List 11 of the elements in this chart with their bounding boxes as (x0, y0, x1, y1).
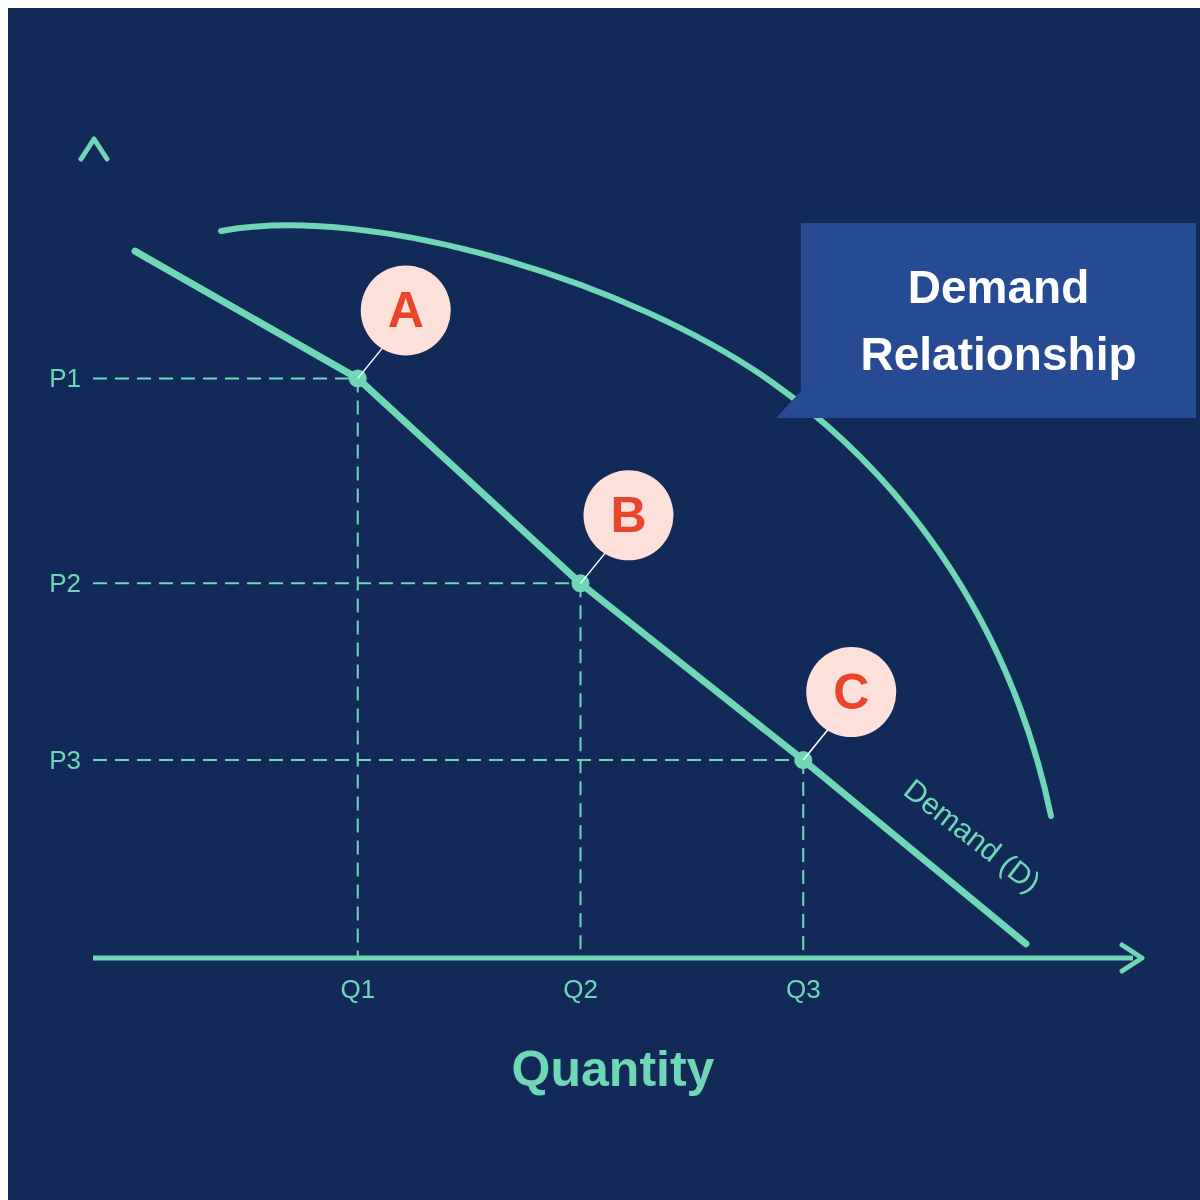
x-tick-label: Q2 (563, 974, 598, 1005)
annotation: A (387, 282, 424, 339)
text: P1 (49, 363, 81, 394)
x-axis-title: Quantity (511, 1041, 715, 1097)
text: P3 (49, 745, 81, 776)
annotation: B (610, 487, 647, 544)
annotation: C (833, 664, 870, 721)
text: P2 (49, 568, 81, 599)
x-tick-label: Q1 (340, 974, 376, 1005)
text: Demand Relationship (859, 259, 1138, 382)
x-tick-label: Q3 (785, 974, 821, 1005)
